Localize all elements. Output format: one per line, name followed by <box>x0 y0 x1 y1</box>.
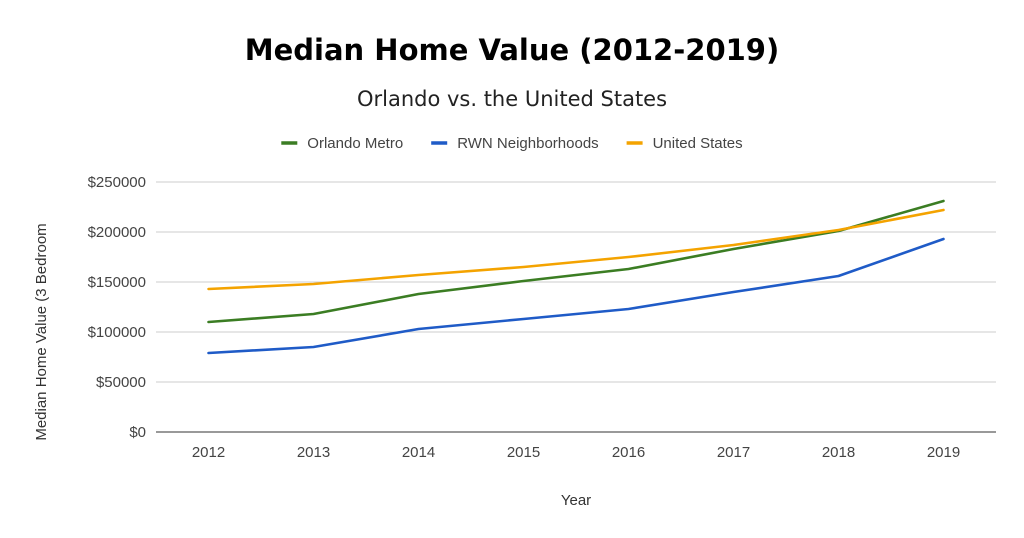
y-axis-ticks: $0 $50000 $100000 $150000 $200000 $250000 <box>88 174 146 441</box>
legend-label: United States <box>653 135 743 152</box>
legend: Orlando Metro RWN Neighborhoods United Sta… <box>281 135 743 152</box>
series-line-orlando-metro <box>207 199 945 324</box>
chart-subtitle: Orlando vs. the United States <box>357 87 667 111</box>
y-tick-label: $150000 <box>88 274 146 291</box>
legend-label: RWN Neighborhoods <box>457 135 598 152</box>
x-tick-label: 2019 <box>927 444 960 461</box>
x-tick-label: 2013 <box>297 444 330 461</box>
gridlines <box>156 181 996 433</box>
series-line-united-states <box>207 208 945 291</box>
chart-title: Median Home Value (2012-2019) <box>245 33 779 67</box>
x-tick-label: 2018 <box>822 444 855 461</box>
series-lines <box>207 199 945 355</box>
x-tick-label: 2012 <box>192 444 225 461</box>
y-tick-label: $100000 <box>88 324 146 341</box>
y-tick-label: $250000 <box>88 174 146 191</box>
legend-item-rwn-neighborhoods: RWN Neighborhoods <box>431 135 599 152</box>
y-axis-label: Median Home Value (3 Bedroom <box>33 223 50 440</box>
x-tick-label: 2017 <box>717 444 750 461</box>
legend-item-united-states: United States <box>626 135 743 152</box>
y-tick-label: $50000 <box>96 374 146 391</box>
legend-label: Orlando Metro <box>307 135 403 152</box>
x-tick-label: 2015 <box>507 444 540 461</box>
y-tick-label: $0 <box>129 424 146 441</box>
x-tick-label: 2016 <box>612 444 645 461</box>
x-axis-label: Year <box>561 492 591 509</box>
legend-item-orlando-metro: Orlando Metro <box>281 135 403 152</box>
x-tick-label: 2014 <box>402 444 435 461</box>
x-axis-ticks: 2012 2013 2014 2015 2016 2017 2018 2019 <box>192 444 960 461</box>
y-tick-label: $200000 <box>88 224 146 241</box>
series-line-rwn-neighborhoods <box>207 237 945 355</box>
